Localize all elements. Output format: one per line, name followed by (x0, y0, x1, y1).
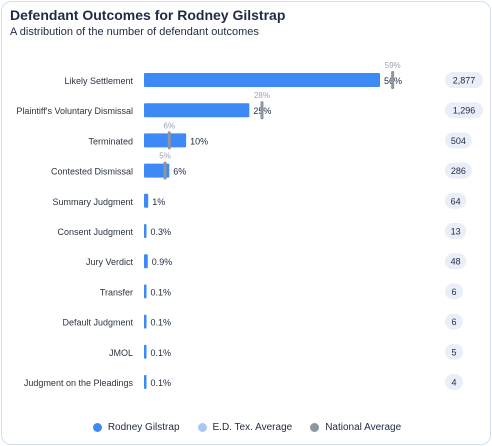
bar-value-label: 1% (152, 197, 165, 207)
count-badge-text: 13 (451, 227, 461, 237)
national-average-label: 59% (385, 61, 401, 70)
legend-dot-district (197, 423, 207, 432)
count-badge (445, 313, 463, 330)
bar-rodney-gilstrap (144, 375, 147, 389)
legend-label-district: E.D. Tex. Average (212, 422, 293, 433)
legend-item-judge[interactable]: Rodney Gilstrap (92, 422, 180, 433)
count-badge (445, 253, 467, 270)
bar-rodney-gilstrap (144, 314, 147, 329)
category-label: Jury Verdict (86, 257, 134, 267)
bar-rodney-gilstrap (144, 73, 380, 87)
count-badge-text: 1,296 (453, 106, 476, 116)
bar-value-label: 0.1% (151, 348, 172, 358)
bar-rodney-gilstrap (144, 133, 187, 148)
legend-dot-national (310, 423, 320, 432)
category-label: Consent Judgment (57, 227, 133, 237)
count-badge-text: 286 (451, 166, 466, 176)
category-label: Summary Judgment (52, 197, 133, 207)
outcomes-bar-chart: Likely Settlement 5 6% 59% 2,877 Plaintiff's … (16, 61, 483, 390)
count-badge (445, 374, 463, 390)
chart-title: Defendant Outcomes for Rodney Gilstrap (10, 7, 286, 23)
count-badge-text: 2,877 (453, 76, 476, 86)
bar-rodney-gilstrap (144, 103, 250, 118)
national-average-marker (167, 131, 171, 150)
count-badge (445, 343, 463, 360)
category-label: JMOL (109, 348, 133, 358)
count-badge-text: 48 (451, 257, 461, 267)
category-label: Likely Settlement (64, 76, 133, 86)
legend-item-district[interactable]: E.D. Tex. Average (197, 422, 293, 433)
national-average-label: 6% (164, 121, 176, 130)
bar-rodney-gilstrap (144, 254, 148, 269)
count-badge-text: 4 (451, 378, 456, 388)
legend-label-national: National Average (325, 422, 402, 433)
bar-rodney-gilstrap (144, 193, 149, 208)
count-badge (445, 283, 463, 300)
bar-value-label: 0.1% (151, 378, 172, 388)
national-average-label: 5% (159, 152, 171, 161)
category-label: Judgment on the Pleadings (24, 378, 134, 388)
category-label: Transfer (100, 287, 133, 297)
category-label: Contested Dismissal (51, 167, 133, 177)
national-average-marker (260, 101, 264, 120)
count-badge-text: 64 (451, 196, 461, 206)
category-label: Default Judgment (62, 318, 133, 328)
legend-dot-judge (92, 423, 102, 432)
count-badge (445, 192, 467, 209)
bar-value-label: 0.1% (151, 287, 172, 297)
count-badge (445, 72, 483, 88)
count-badge-text: 6 (451, 317, 456, 327)
bar-value-label: 10% (190, 136, 208, 146)
chart-subtitle: A distribution of the number of defendan… (10, 26, 259, 38)
national-average-marker (391, 71, 395, 89)
national-average-marker (163, 161, 167, 180)
count-badge (445, 132, 472, 149)
count-badge-text: 504 (451, 136, 466, 146)
bar-value-label: 0.1% (151, 318, 172, 328)
national-average-label: 28% (254, 91, 270, 100)
category-label: Plaintiff's Voluntary Dismissal (16, 106, 133, 116)
count-badge-text: 5 (451, 347, 456, 357)
legend-item-national[interactable]: National Average (310, 422, 401, 433)
bar-value-label: 0.3% (151, 227, 172, 237)
legend-label-judge: Rodney Gilstrap (107, 422, 180, 433)
bar-rodney-gilstrap (144, 163, 170, 178)
bar-rodney-gilstrap (144, 344, 147, 359)
bar-rodney-gilstrap (144, 224, 147, 238)
category-label: Terminated (88, 136, 133, 146)
bar-rodney-gilstrap (144, 284, 147, 299)
count-badge (445, 162, 472, 179)
count-badge (445, 223, 467, 239)
bar-value-label: 0.9% (152, 257, 173, 267)
chart-legend: Rodney Gilstrap E.D. Tex. Average Nation… (2, 422, 490, 433)
bar-value-label: 6% (173, 167, 186, 177)
count-badge-text: 6 (451, 287, 456, 297)
count-badge (445, 102, 483, 119)
